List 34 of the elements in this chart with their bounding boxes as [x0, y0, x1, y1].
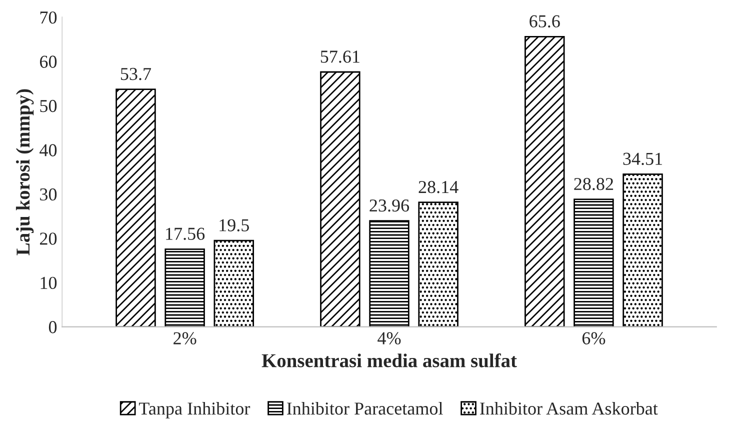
data-label: 17.56: [166, 228, 205, 240]
data-label: 23.96: [370, 199, 410, 212]
legend-label: Tanpa Inhibitor: [138, 402, 250, 418]
y-axis-title: Laju korosi (mmpy): [16, 89, 34, 256]
data-label: 34.51: [623, 152, 662, 166]
y-tick-label: 20: [40, 232, 57, 245]
x-axis-title: Konsentrasi media asam sulfat: [262, 353, 517, 368]
data-label: 57.61: [320, 50, 360, 63]
legend-label: Inhibitor Asam Askorbat: [480, 402, 658, 415]
data-label: 53.7: [120, 68, 152, 80]
y-tick-label: 70: [40, 11, 57, 24]
y-tick-label: 50: [40, 100, 57, 112]
bar: [622, 173, 663, 327]
bar: [116, 88, 156, 327]
bar: [369, 220, 410, 327]
data-label: 19.5: [220, 219, 249, 232]
x-tick-label: 2%: [174, 332, 196, 344]
y-tick-label: 40: [40, 144, 57, 156]
bar: [524, 36, 565, 327]
data-label: 28.82: [574, 178, 614, 190]
y-tick-label: 60: [40, 56, 57, 68]
bar: [164, 248, 205, 327]
x-tick-label: 4%: [378, 332, 401, 344]
legend-label: Inhibitor Paracetamol: [286, 402, 443, 415]
y-tick-label: 0: [48, 321, 57, 334]
bar: [320, 71, 360, 327]
bar: [214, 240, 254, 327]
x-tick-label: 6%: [582, 332, 606, 344]
bar: [418, 202, 458, 327]
y-tick-label: 10: [40, 276, 57, 290]
bar: [574, 198, 614, 327]
data-label: 65.6: [530, 15, 560, 28]
data-label: 28.14: [418, 180, 458, 194]
y-tick-label: 30: [40, 188, 57, 201]
